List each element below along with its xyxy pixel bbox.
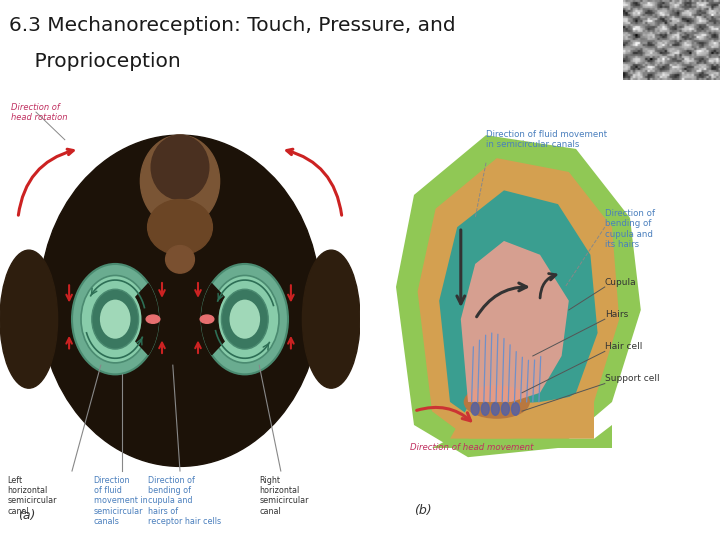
Text: Left
horizontal
semicircular
canal: Left horizontal semicircular canal bbox=[7, 476, 57, 516]
Ellipse shape bbox=[302, 250, 360, 388]
Ellipse shape bbox=[230, 300, 260, 339]
Text: Hair cell: Hair cell bbox=[605, 342, 642, 351]
Polygon shape bbox=[450, 393, 594, 439]
Ellipse shape bbox=[482, 402, 490, 415]
Ellipse shape bbox=[40, 135, 320, 467]
Text: Right
horizontal
semicircular
canal: Right horizontal semicircular canal bbox=[259, 476, 309, 516]
Polygon shape bbox=[418, 158, 619, 443]
Ellipse shape bbox=[100, 300, 130, 339]
Wedge shape bbox=[136, 284, 158, 355]
Text: 6.3 Mechanoreception: Touch, Pressure, and: 6.3 Mechanoreception: Touch, Pressure, a… bbox=[9, 16, 455, 35]
Text: Hairs: Hairs bbox=[605, 310, 628, 319]
Ellipse shape bbox=[140, 135, 220, 227]
Text: (b): (b) bbox=[414, 504, 431, 517]
Ellipse shape bbox=[501, 402, 510, 415]
Wedge shape bbox=[202, 284, 224, 355]
Ellipse shape bbox=[151, 135, 209, 200]
Text: Support cell: Support cell bbox=[605, 374, 660, 383]
Ellipse shape bbox=[166, 246, 194, 273]
Ellipse shape bbox=[148, 200, 212, 255]
Polygon shape bbox=[432, 425, 612, 448]
Ellipse shape bbox=[464, 386, 529, 418]
Polygon shape bbox=[439, 190, 598, 425]
Ellipse shape bbox=[492, 402, 500, 415]
Ellipse shape bbox=[72, 264, 158, 374]
Ellipse shape bbox=[81, 275, 150, 363]
Ellipse shape bbox=[210, 275, 279, 363]
Ellipse shape bbox=[472, 402, 480, 415]
Ellipse shape bbox=[0, 250, 58, 388]
Ellipse shape bbox=[200, 315, 214, 323]
Polygon shape bbox=[461, 241, 569, 402]
Ellipse shape bbox=[146, 315, 160, 323]
Text: Direction of
bending of
cupula and
its hairs: Direction of bending of cupula and its h… bbox=[605, 209, 654, 249]
Text: Direction of
head rotation: Direction of head rotation bbox=[11, 103, 67, 123]
Text: Direction of
bending of
cupula and
hairs of
receptor hair cells: Direction of bending of cupula and hairs… bbox=[148, 476, 221, 526]
Text: Direction of fluid movement
in semicircular canals: Direction of fluid movement in semicircu… bbox=[486, 130, 607, 149]
Text: Direction
of fluid
movement in
semicircular
canals: Direction of fluid movement in semicircu… bbox=[94, 476, 147, 526]
Ellipse shape bbox=[222, 289, 268, 349]
Text: (a): (a) bbox=[18, 509, 35, 522]
Text: Direction of head movement: Direction of head movement bbox=[410, 443, 534, 453]
Ellipse shape bbox=[202, 264, 288, 374]
Text: Proprioception: Proprioception bbox=[9, 52, 181, 71]
Ellipse shape bbox=[92, 289, 138, 349]
Text: Cupula: Cupula bbox=[605, 278, 636, 287]
Ellipse shape bbox=[511, 402, 520, 415]
Polygon shape bbox=[396, 135, 641, 457]
